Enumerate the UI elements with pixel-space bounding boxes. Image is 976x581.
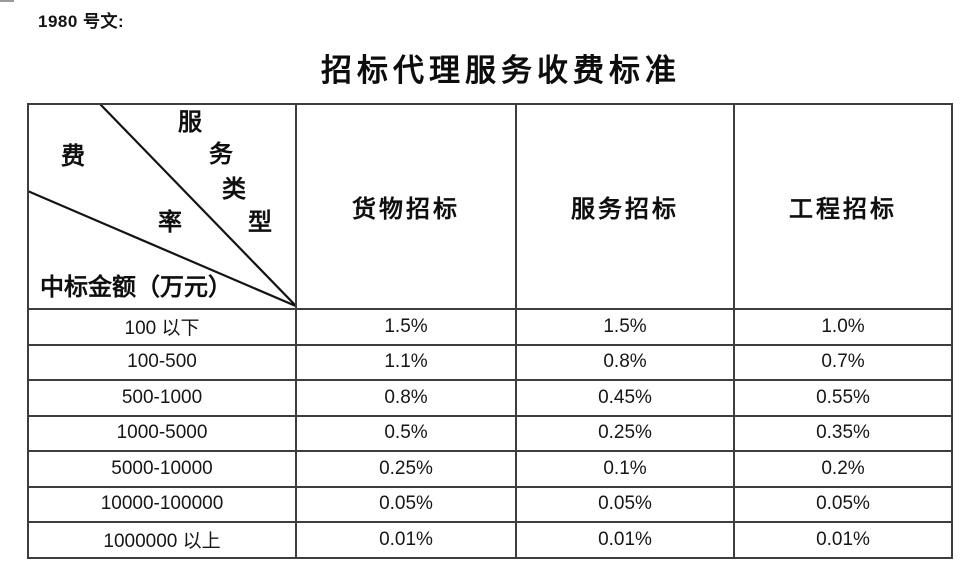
table-row: 500-1000 0.8% 0.45% 0.55% xyxy=(27,379,953,417)
corner-type-char-1: 服 xyxy=(178,110,202,136)
goods-rate-cell: 0.5% xyxy=(295,414,517,452)
engineering-rate-cell: 0.01% xyxy=(733,521,953,559)
page-edge-artifact xyxy=(0,0,14,2)
services-rate-cell: 0.05% xyxy=(515,485,735,523)
engineering-rate-cell: 0.35% xyxy=(733,414,953,452)
table-row: 100 以下 1.5% 1.5% 1.0% xyxy=(27,308,953,346)
table-row: 5000-10000 0.25% 0.1% 0.2% xyxy=(27,450,953,488)
services-rate-cell: 1.5% xyxy=(515,308,735,346)
amount-range-cell: 1000-5000 xyxy=(27,414,297,452)
amount-range-cell: 1000000 以上 xyxy=(27,521,297,559)
amount-range-cell: 10000-100000 xyxy=(27,485,297,523)
column-header-engineering: 工程招标 xyxy=(733,103,953,310)
amount-range-cell: 500-1000 xyxy=(27,379,297,417)
amount-range-cell: 100 以下 xyxy=(27,308,297,346)
table-corner-cell: 服 务 类 型 费 率 中标金额（万元） xyxy=(27,103,297,310)
engineering-rate-cell: 0.7% xyxy=(733,343,953,381)
corner-amount-label: 中标金额（万元） xyxy=(40,275,232,301)
corner-type-char-4: 型 xyxy=(248,210,272,236)
diagonal-line-upper xyxy=(100,106,294,306)
services-rate-cell: 0.1% xyxy=(515,450,735,488)
column-header-goods: 货物招标 xyxy=(295,103,517,310)
engineering-rate-cell: 0.05% xyxy=(733,485,953,523)
table-row: 100-500 1.1% 0.8% 0.7% xyxy=(27,343,953,381)
diagonal-split-lines xyxy=(30,106,294,307)
services-rate-cell: 0.8% xyxy=(515,343,735,381)
doc-number: 1980 号文: xyxy=(38,12,125,31)
goods-rate-cell: 0.05% xyxy=(295,485,517,523)
table-header-row: 服 务 类 型 费 率 中标金额（万元） 货物招标 服务招标 工程招标 xyxy=(27,103,953,310)
table-row: 10000-100000 0.05% 0.05% 0.05% xyxy=(27,485,953,523)
goods-rate-cell: 1.5% xyxy=(295,308,517,346)
amount-range-cell: 100-500 xyxy=(27,343,297,381)
diagonal-line-lower xyxy=(30,190,294,307)
amount-range-cell: 5000-10000 xyxy=(27,450,297,488)
corner-type-char-2: 务 xyxy=(209,142,233,168)
corner-rate-char-1: 费 xyxy=(61,144,85,170)
goods-rate-cell: 0.01% xyxy=(295,521,517,559)
services-rate-cell: 0.45% xyxy=(515,379,735,417)
column-header-services: 服务招标 xyxy=(515,103,735,310)
fee-standard-table: 服 务 类 型 费 率 中标金额（万元） 货物招标 服务招标 工程招标 100 … xyxy=(27,103,953,559)
corner-rate-char-2: 率 xyxy=(158,210,182,236)
table-row: 1000000 以上 0.01% 0.01% 0.01% xyxy=(27,521,953,559)
services-rate-cell: 0.01% xyxy=(515,521,735,559)
engineering-rate-cell: 1.0% xyxy=(733,308,953,346)
goods-rate-cell: 0.25% xyxy=(295,450,517,488)
page-title: 招标代理服务收费标准 xyxy=(321,53,681,88)
table-row: 1000-5000 0.5% 0.25% 0.35% xyxy=(27,414,953,452)
goods-rate-cell: 0.8% xyxy=(295,379,517,417)
corner-type-char-3: 类 xyxy=(222,177,246,203)
engineering-rate-cell: 0.2% xyxy=(733,450,953,488)
engineering-rate-cell: 0.55% xyxy=(733,379,953,417)
services-rate-cell: 0.25% xyxy=(515,414,735,452)
goods-rate-cell: 1.1% xyxy=(295,343,517,381)
